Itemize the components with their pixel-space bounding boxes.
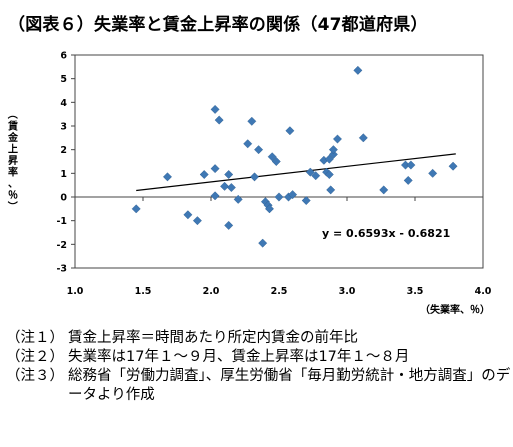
y-tick-label: 5 <box>60 74 67 85</box>
data-point <box>324 154 334 164</box>
notes: （注１） 賃金上昇率＝時間あたり所定内賃金の前年比 （注２） 失業率は17年１～… <box>6 329 511 405</box>
x-tick-label: 4.0 <box>475 286 492 297</box>
y-tick-label: 3 <box>60 122 67 133</box>
data-point <box>162 172 172 182</box>
y-axis-label-char: （ <box>6 109 19 119</box>
data-point <box>358 133 368 143</box>
data-point <box>448 161 458 171</box>
data-point <box>328 149 338 159</box>
data-point <box>210 164 220 174</box>
trendline-layer <box>136 153 456 192</box>
data-point <box>226 183 236 193</box>
data-point <box>214 115 224 125</box>
x-tick-label: 3.5 <box>407 286 424 297</box>
data-point <box>267 152 277 162</box>
data-point <box>224 220 234 230</box>
tick-labels: 1.0 1.5 2.0 2.5 3.0 3.5 4.0 6 5 4 3 2 1 0 -1 -2 -3 <box>56 51 491 298</box>
page-title: （図表６）失業率と賃金上昇率の関係（47都道府県） <box>8 15 428 35</box>
note-2: （注２） 失業率は17年１～９月、賃金上昇率は17年１～８月 <box>6 348 511 367</box>
plot-frame <box>74 54 484 269</box>
data-point <box>258 238 268 248</box>
y-axis-label-char: 上 <box>8 143 18 156</box>
data-point <box>332 134 342 144</box>
data-point <box>224 170 234 179</box>
data-point <box>243 139 253 149</box>
y-axis-label-char: 率 <box>8 166 18 179</box>
data-point <box>131 204 141 214</box>
note-3-tag: （注３） <box>6 368 64 384</box>
y-tick-label: 2 <box>60 145 67 156</box>
data-point <box>210 191 220 201</box>
data-point <box>183 210 193 220</box>
data-point <box>379 185 389 195</box>
x-tick-label: 2.0 <box>203 286 220 297</box>
note-3: （注３） 総務省「労働力調査」、厚生労働省「毎月勤労統計・地方調査」のデータより… <box>6 367 511 405</box>
data-point <box>199 170 209 179</box>
data-point <box>403 175 413 185</box>
note-1-tag: （注１） <box>6 330 64 346</box>
data-point <box>192 216 202 226</box>
y-tick-label: -1 <box>56 216 67 227</box>
data-points <box>131 65 458 248</box>
data-point <box>428 168 438 178</box>
data-point <box>288 190 298 200</box>
y-tick-label: 0 <box>60 193 67 204</box>
data-point <box>250 172 260 182</box>
data-point <box>274 192 284 202</box>
note-3-text: 総務省「労働力調査」、厚生労働省「毎月勤労統計・地方調査」のデータより作成 <box>68 368 511 403</box>
scatter-chart: 1.0 1.5 2.0 2.5 3.0 3.5 4.0 6 5 4 3 2 1 0 -1 -2 -3 y = 0… <box>6 51 492 317</box>
data-point <box>247 116 257 126</box>
axis-labels: y = 0.6593x - 0.6821 （失業率、％） （賃金上昇率、％） <box>6 109 490 316</box>
x-tick-label: 1.0 <box>67 286 84 297</box>
data-point <box>406 160 416 170</box>
data-point <box>305 167 315 177</box>
data-point <box>301 196 311 206</box>
note-2-text: 失業率は17年１～９月、賃金上昇率は17年１～８月 <box>68 349 410 365</box>
note-1-text: 賃金上昇率＝時間あたり所定内賃金の前年比 <box>68 330 358 346</box>
data-point <box>264 204 274 214</box>
data-point <box>285 126 295 136</box>
data-point <box>210 104 220 114</box>
x-tick-label: 2.5 <box>271 286 288 297</box>
data-point <box>324 170 334 179</box>
y-tick-label: 4 <box>60 98 67 109</box>
data-point <box>328 145 338 155</box>
data-point <box>220 181 230 191</box>
trendline <box>136 153 456 192</box>
data-point <box>326 185 336 195</box>
trendline-equation: y = 0.6593x - 0.6821 <box>322 227 450 240</box>
y-tick-label: -2 <box>56 240 67 251</box>
y-axis-label-char: 昇 <box>8 155 18 167</box>
y-axis-label-char: 、 <box>8 179 18 190</box>
x-tick-label: 1.5 <box>135 286 152 297</box>
data-point <box>271 157 281 166</box>
y-tick-label: 6 <box>60 51 67 62</box>
data-point <box>254 145 264 155</box>
y-axis-label-char: 賃 <box>7 120 18 133</box>
note-1: （注１） 賃金上昇率＝時間あたり所定内賃金の前年比 <box>6 329 511 348</box>
y-tick-label: -3 <box>56 264 67 275</box>
data-point <box>353 65 363 75</box>
note-2-tag: （注２） <box>6 349 64 365</box>
x-axis-label: （失業率、％） <box>420 303 490 316</box>
data-point <box>233 194 243 204</box>
x-tick-label: 3.0 <box>339 286 356 297</box>
data-point <box>311 171 321 181</box>
y-tick-label: 1 <box>60 169 67 180</box>
y-axis-label-char: ） <box>6 201 19 211</box>
y-axis-label-char: 金 <box>7 131 19 144</box>
y-axis-label-char: ％ <box>8 190 18 202</box>
